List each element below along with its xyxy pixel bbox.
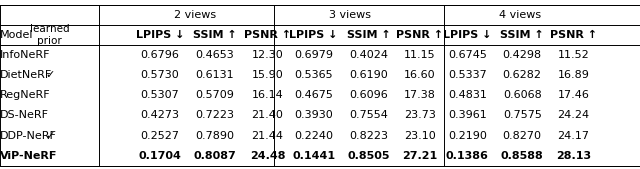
- Text: 0.6745: 0.6745: [448, 50, 486, 60]
- Text: 0.6282: 0.6282: [503, 70, 541, 80]
- Text: PSNR ↑: PSNR ↑: [396, 30, 444, 40]
- Text: 24.17: 24.17: [557, 130, 589, 140]
- Text: 11.52: 11.52: [557, 50, 589, 60]
- Text: 23.73: 23.73: [404, 111, 436, 120]
- Text: 4 views: 4 views: [499, 10, 541, 20]
- Text: SSIM ↑: SSIM ↑: [347, 30, 390, 40]
- Text: 17.46: 17.46: [557, 90, 589, 100]
- Text: 2 views: 2 views: [174, 10, 216, 20]
- Text: 0.3961: 0.3961: [448, 111, 486, 120]
- Text: 0.7223: 0.7223: [196, 111, 234, 120]
- Text: 0.4298: 0.4298: [502, 50, 542, 60]
- Text: 0.5730: 0.5730: [141, 70, 179, 80]
- Text: DDP-NeRF: DDP-NeRF: [0, 130, 57, 140]
- Text: 12.30: 12.30: [252, 50, 284, 60]
- Text: PSNR ↑: PSNR ↑: [244, 30, 291, 40]
- Text: 0.2190: 0.2190: [448, 130, 486, 140]
- Text: 0.4024: 0.4024: [349, 50, 388, 60]
- Text: ViP-NeRF: ViP-NeRF: [0, 151, 58, 161]
- Text: 21.40: 21.40: [252, 111, 284, 120]
- Text: SSIM ↑: SSIM ↑: [193, 30, 237, 40]
- Text: 0.6796: 0.6796: [141, 50, 179, 60]
- Text: DS-NeRF: DS-NeRF: [0, 111, 49, 120]
- Text: 21.44: 21.44: [252, 130, 284, 140]
- Text: 27.21: 27.21: [402, 151, 438, 161]
- Text: 0.8223: 0.8223: [349, 130, 388, 140]
- Text: 0.4653: 0.4653: [196, 50, 234, 60]
- Text: PSNR ↑: PSNR ↑: [550, 30, 597, 40]
- Text: 0.5307: 0.5307: [141, 90, 179, 100]
- Text: 0.1704: 0.1704: [139, 151, 181, 161]
- Text: InfoNeRF: InfoNeRF: [0, 50, 51, 60]
- Text: 16.60: 16.60: [404, 70, 436, 80]
- Text: 17.38: 17.38: [404, 90, 436, 100]
- Text: LPIPS ↓: LPIPS ↓: [443, 30, 492, 40]
- Text: 0.8087: 0.8087: [194, 151, 236, 161]
- Text: ✓: ✓: [45, 130, 54, 140]
- Text: SSIM ↑: SSIM ↑: [500, 30, 544, 40]
- Text: 0.5709: 0.5709: [196, 90, 234, 100]
- Text: 0.1441: 0.1441: [292, 151, 335, 161]
- Text: 15.90: 15.90: [252, 70, 284, 80]
- Text: 0.6131: 0.6131: [196, 70, 234, 80]
- Text: 0.7575: 0.7575: [503, 111, 541, 120]
- Text: ✓: ✓: [45, 70, 54, 80]
- Text: 0.8505: 0.8505: [348, 151, 390, 161]
- Text: 0.6096: 0.6096: [349, 90, 388, 100]
- Text: 0.6979: 0.6979: [294, 50, 333, 60]
- Text: 28.13: 28.13: [556, 151, 591, 161]
- Text: 0.8588: 0.8588: [501, 151, 543, 161]
- Text: 0.5365: 0.5365: [294, 70, 333, 80]
- Text: 0.5337: 0.5337: [448, 70, 486, 80]
- Text: 11.15: 11.15: [404, 50, 436, 60]
- Text: 0.2527: 0.2527: [141, 130, 179, 140]
- Text: 16.89: 16.89: [557, 70, 589, 80]
- Text: LPIPS ↓: LPIPS ↓: [136, 30, 184, 40]
- Text: 0.6068: 0.6068: [503, 90, 541, 100]
- Text: 0.4675: 0.4675: [294, 90, 333, 100]
- Text: learned
prior: learned prior: [30, 24, 69, 46]
- Text: 3 views: 3 views: [329, 10, 371, 20]
- Text: 0.4273: 0.4273: [141, 111, 179, 120]
- Text: 0.1386: 0.1386: [446, 151, 488, 161]
- Text: 23.10: 23.10: [404, 130, 436, 140]
- Text: 0.3930: 0.3930: [294, 111, 333, 120]
- Text: LPIPS ↓: LPIPS ↓: [289, 30, 338, 40]
- Text: 16.14: 16.14: [252, 90, 284, 100]
- Text: 0.2240: 0.2240: [294, 130, 333, 140]
- Text: 24.24: 24.24: [557, 111, 589, 120]
- Text: Model: Model: [0, 30, 33, 40]
- Text: 0.6190: 0.6190: [349, 70, 388, 80]
- Text: 0.8270: 0.8270: [503, 130, 541, 140]
- Text: 0.7890: 0.7890: [196, 130, 234, 140]
- Text: 0.4831: 0.4831: [448, 90, 486, 100]
- Text: DietNeRF: DietNeRF: [0, 70, 52, 80]
- Text: 24.48: 24.48: [250, 151, 285, 161]
- Text: 0.7554: 0.7554: [349, 111, 388, 120]
- Text: RegNeRF: RegNeRF: [0, 90, 51, 100]
